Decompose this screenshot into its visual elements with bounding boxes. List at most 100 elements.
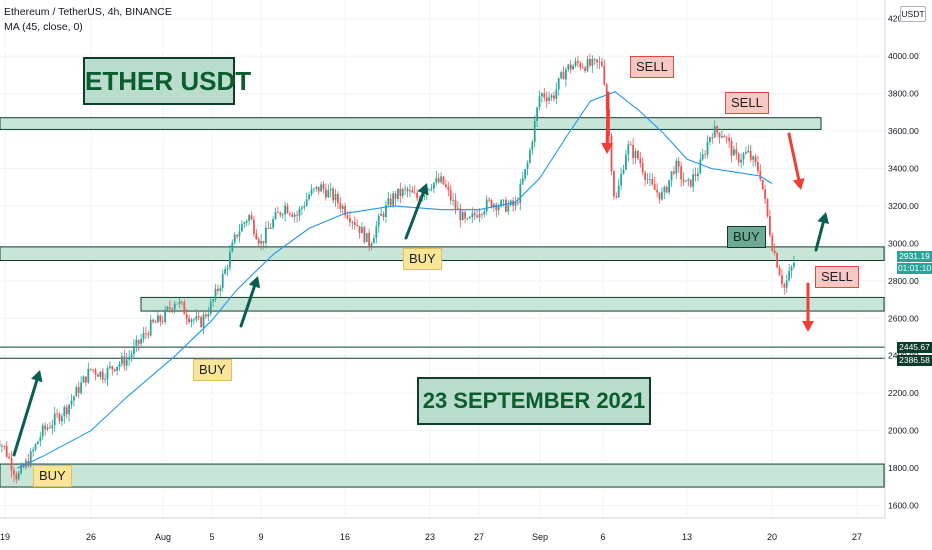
ma-line [17, 91, 773, 469]
trend-arrow [239, 284, 256, 328]
y-tick-label: 3600.00 [888, 126, 919, 136]
candle-body [531, 141, 534, 150]
candle-body [411, 190, 414, 193]
candle-body [279, 212, 282, 216]
candle-body [245, 220, 248, 223]
candle-body [685, 180, 687, 182]
candle-body [212, 299, 215, 302]
candle-body [514, 202, 517, 206]
candle-body [526, 162, 529, 170]
candle-body [790, 266, 793, 271]
candle-body [466, 218, 469, 220]
candle-body [332, 188, 335, 201]
candle-body [675, 160, 678, 174]
candle-body [334, 194, 337, 201]
candle-body [317, 186, 320, 192]
candle-body [111, 366, 114, 370]
title-annotation[interactable]: ETHER USDT [83, 57, 251, 105]
buy-label[interactable]: BUY [193, 359, 232, 381]
countdown-tag: 01:01:10 [897, 263, 932, 274]
candle-body [557, 78, 560, 90]
candle-body [697, 173, 699, 177]
level-price-tag: 2386.58 [897, 355, 932, 366]
candle-body [461, 212, 464, 221]
candle-body [553, 95, 555, 99]
candle-body [735, 149, 738, 155]
candle-body [629, 144, 632, 146]
candle-body [562, 72, 565, 80]
candle-body [665, 187, 668, 193]
candle-body [224, 269, 227, 274]
candle-body [471, 213, 474, 217]
support-zone [0, 246, 885, 261]
candle-body [207, 313, 210, 317]
y-tick-label: 3800.00 [888, 89, 919, 99]
candle-body [615, 196, 618, 198]
candle-body [459, 208, 462, 221]
buy-label[interactable]: BUY [727, 226, 766, 248]
candle-body [649, 178, 651, 180]
candle-body [399, 188, 402, 196]
symbol-title[interactable]: Ethereum / TetherUS, 4h, BINANCE [4, 6, 172, 18]
candle-body [757, 162, 759, 172]
candle-body [356, 225, 359, 226]
candle-body [627, 144, 630, 155]
sell-label[interactable]: SELL [725, 92, 769, 114]
indicator-label[interactable]: MA (45, close, 0) [4, 21, 83, 33]
candle-body [291, 214, 294, 217]
candle-body [3, 445, 6, 447]
candle-body [250, 215, 253, 220]
candle-body [363, 227, 366, 243]
candle-body [433, 182, 435, 189]
candle-body [176, 303, 179, 305]
sell-label[interactable]: SELL [815, 266, 859, 288]
candle-body [519, 183, 522, 204]
candle-body [673, 171, 675, 174]
candle-body [233, 234, 236, 243]
candle-body [401, 188, 404, 196]
candle-body [437, 178, 440, 183]
candle-body [423, 194, 426, 197]
candle-body [329, 188, 332, 191]
date-annotation[interactable]: 23 SEPTEMBER 2021 [417, 377, 651, 425]
candle-body [68, 404, 71, 415]
candle-body [22, 465, 25, 468]
candle-body [341, 206, 344, 209]
candle-body [632, 145, 635, 158]
support-zone [0, 463, 885, 488]
candle-body [289, 213, 291, 215]
candle-body [147, 333, 150, 336]
x-tick-label: 27 [474, 532, 484, 542]
candle-body [142, 332, 145, 339]
candle-body [339, 203, 342, 209]
candle-body [293, 214, 296, 217]
candle-body [17, 472, 20, 480]
candle-body [440, 176, 443, 183]
candle-body [226, 267, 229, 270]
candle-body [73, 396, 75, 401]
candle-body [385, 205, 387, 217]
candle-body [637, 151, 639, 159]
candle-body [1, 445, 3, 447]
candle-body [46, 427, 49, 430]
x-tick-label: 23 [425, 532, 435, 542]
candle-body [200, 317, 203, 328]
candle-body [41, 425, 44, 437]
candle-body [346, 215, 349, 219]
sell-label[interactable]: SELL [630, 56, 674, 78]
trend-arrow [605, 91, 610, 145]
candle-body [37, 441, 39, 445]
trend-arrow [787, 132, 801, 181]
candle-body [231, 242, 234, 252]
candle-body [493, 204, 495, 208]
buy-label[interactable]: BUY [33, 465, 72, 487]
candle-body [173, 303, 176, 310]
candle-body [404, 188, 407, 190]
x-tick-label: Aug [155, 532, 171, 542]
currency-button[interactable]: USDT [900, 6, 926, 22]
buy-label[interactable]: BUY [403, 248, 442, 270]
candle-body [591, 58, 594, 66]
candle-body [85, 376, 87, 383]
candle-body [548, 97, 551, 101]
candle-body [517, 202, 519, 204]
